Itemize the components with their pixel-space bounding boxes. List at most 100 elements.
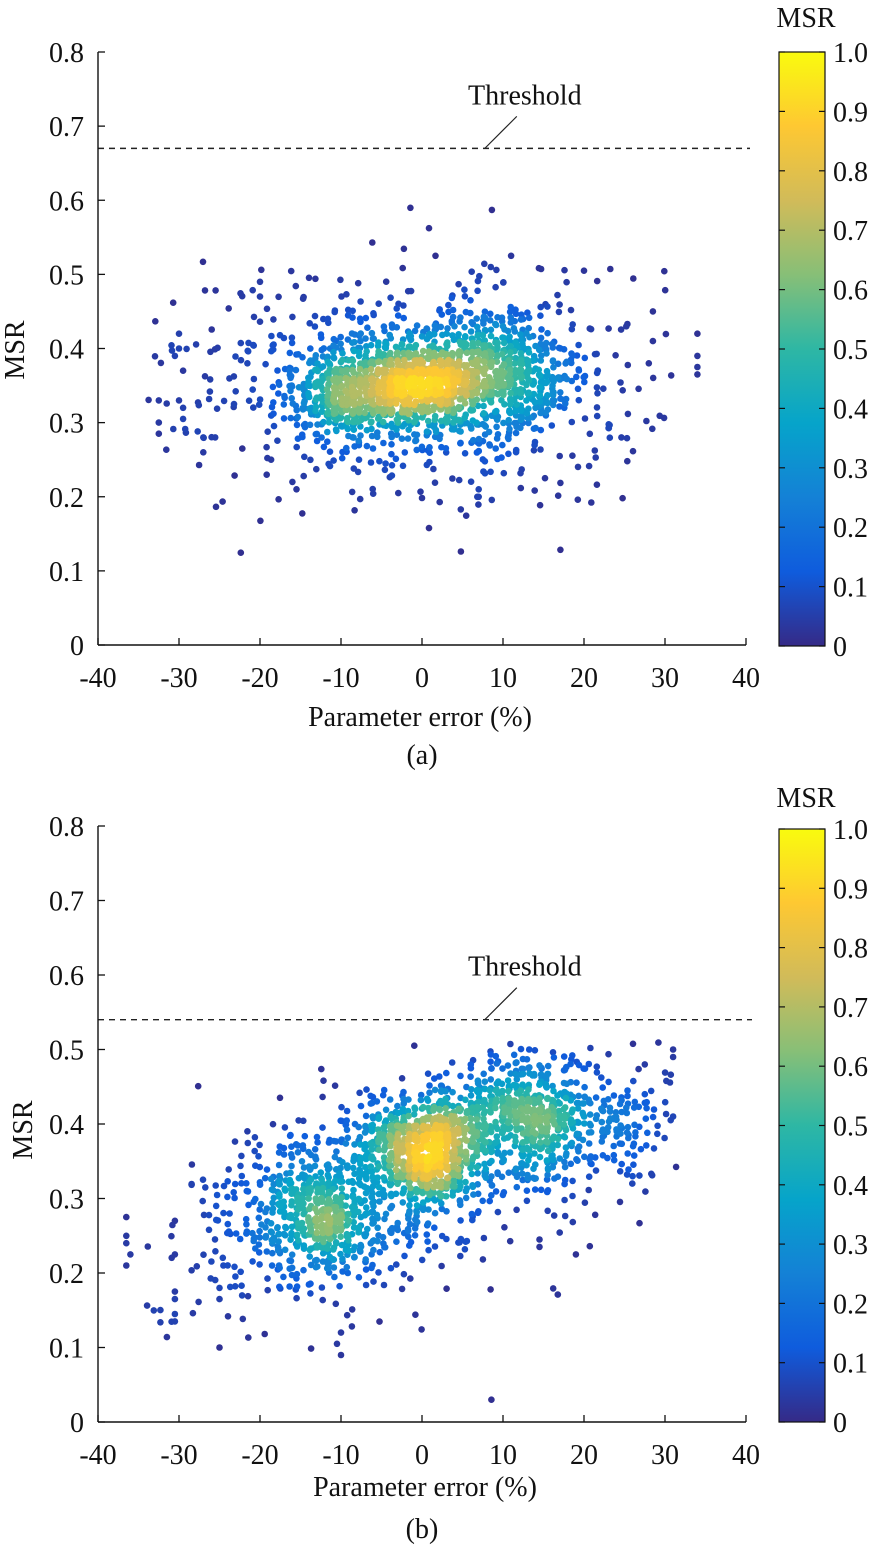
data-point (443, 351, 451, 358)
data-point (487, 1058, 494, 1065)
data-point (287, 267, 295, 275)
data-point (324, 1245, 331, 1252)
data-point (407, 1238, 415, 1246)
data-point (295, 1117, 302, 1124)
data-point (337, 333, 345, 341)
data-point (342, 1202, 350, 1209)
data-point (486, 442, 494, 449)
data-point (610, 1151, 618, 1159)
colorbar-tick-label: 0.9 (833, 97, 868, 128)
data-point (474, 339, 482, 347)
data-point (569, 1192, 576, 1200)
data-point (456, 1198, 464, 1205)
data-point (517, 484, 525, 492)
data-point (506, 1125, 513, 1132)
data-point (307, 345, 314, 352)
data-point (493, 423, 500, 431)
data-point (487, 310, 494, 318)
data-point (482, 1165, 490, 1173)
data-point (555, 1107, 563, 1115)
data-point (567, 1097, 575, 1104)
data-point (423, 1231, 431, 1238)
data-point (474, 287, 481, 295)
data-point (412, 341, 420, 349)
data-point (288, 334, 296, 342)
data-point (261, 1174, 269, 1182)
data-point (216, 1284, 223, 1292)
data-point (650, 1106, 658, 1113)
data-point (237, 356, 245, 364)
data-point (457, 1252, 464, 1260)
data-point (445, 301, 452, 309)
data-point (513, 1076, 521, 1083)
data-point (369, 383, 376, 391)
data-point (388, 1192, 395, 1200)
data-point (474, 331, 482, 339)
data-point (274, 437, 281, 445)
data-point (618, 1108, 625, 1116)
x-tick-label: -10 (322, 663, 359, 694)
data-point (299, 295, 307, 303)
data-point (419, 1123, 427, 1130)
data-point (475, 486, 483, 493)
data-point (455, 476, 463, 484)
data-point (268, 347, 275, 355)
data-point (661, 1098, 669, 1106)
data-point (431, 1075, 438, 1082)
data-point (205, 395, 213, 403)
data-point (537, 1186, 545, 1194)
data-point (330, 457, 337, 464)
data-point (232, 1230, 240, 1237)
data-point (510, 1051, 518, 1059)
data-point (276, 331, 284, 339)
data-point (362, 389, 370, 396)
data-point (388, 1149, 395, 1157)
data-point (513, 1206, 520, 1214)
data-point (432, 252, 439, 260)
data-point (593, 481, 601, 489)
data-point (364, 1225, 371, 1233)
data-point (348, 488, 356, 496)
data-point (368, 1099, 376, 1107)
data-point (423, 428, 431, 435)
data-point (299, 1142, 307, 1149)
data-point (462, 390, 470, 398)
data-point (374, 366, 382, 373)
data-point (662, 330, 670, 338)
data-point (567, 306, 575, 314)
data-point (407, 204, 414, 212)
data-point (368, 329, 376, 337)
x-tick-label: -40 (79, 663, 116, 694)
data-point (230, 1189, 237, 1196)
data-point (506, 308, 514, 316)
data-point (486, 1087, 494, 1094)
data-point (457, 1217, 464, 1224)
data-point (179, 367, 187, 375)
data-point (294, 435, 302, 443)
x-tick-label: 30 (651, 1440, 679, 1471)
data-point (399, 264, 407, 272)
data-point (488, 1192, 495, 1199)
data-point (556, 403, 563, 410)
data-point (394, 1109, 402, 1117)
data-point (506, 370, 514, 378)
data-point (618, 434, 625, 441)
data-point (244, 360, 251, 367)
data-point (536, 501, 544, 509)
data-point (569, 1106, 576, 1113)
data-point (324, 1225, 332, 1233)
data-point (274, 1247, 282, 1254)
data-point (305, 390, 312, 397)
colorbar-tick-label: 0.2 (833, 1289, 868, 1320)
data-point (581, 415, 589, 422)
data-point (392, 455, 400, 463)
data-point (330, 1264, 338, 1271)
data-point (500, 279, 507, 286)
data-point (463, 1237, 471, 1245)
data-point (492, 1104, 499, 1112)
data-point (454, 350, 462, 357)
data-point (580, 373, 587, 381)
data-point (507, 389, 514, 397)
data-point (305, 382, 312, 389)
data-point (469, 377, 477, 384)
